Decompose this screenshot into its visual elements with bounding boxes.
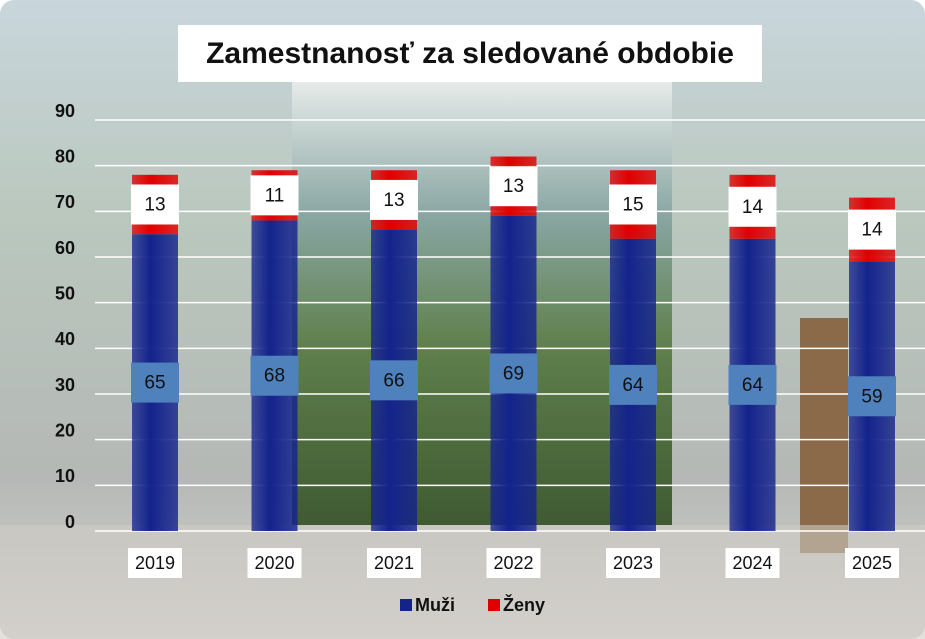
value-label-box [848,209,896,250]
x-tick-label: 2019 [135,553,175,573]
value-label-box [250,355,299,396]
y-tick-label: 10 [55,466,75,486]
x-tick-box [128,548,182,578]
value-label: 14 [861,220,883,241]
y-tick-label: 40 [55,329,75,349]
x-tick-label: 2022 [493,553,533,573]
value-label: 64 [622,375,644,396]
value-label: 68 [264,366,285,387]
y-tick-label: 0 [65,512,75,532]
value-label-box [489,166,538,207]
value-label: 14 [742,197,764,218]
value-label: 15 [622,194,643,215]
legend-marker [488,599,500,611]
x-tick-label: 2021 [374,553,414,573]
y-tick-label: 60 [55,238,75,258]
y-tick-label: 70 [55,192,75,212]
title-box [178,25,762,82]
background-floor [0,525,925,639]
value-label: 69 [503,363,524,384]
x-tick-box [247,548,302,578]
x-tick-label: 2023 [613,553,653,573]
value-label-box [609,364,657,405]
value-label: 13 [383,190,404,211]
x-tick-box [606,548,660,578]
y-tick-label: 80 [55,146,75,166]
value-label: 66 [383,370,404,391]
value-label: 59 [861,386,882,407]
y-tick-label: 30 [55,375,75,395]
x-tick-box [367,548,421,578]
x-tick-box [486,548,541,578]
value-label-box [609,184,657,225]
y-tick-label: 90 [55,101,75,121]
x-tick-box [845,548,899,578]
x-tick-box [725,548,780,578]
x-tick-label: 2024 [732,553,772,573]
value-label-box [131,362,179,403]
value-label-box [489,353,538,394]
value-label-box [728,186,777,227]
value-label: 11 [265,185,285,206]
chart-title: Zamestnanosť za sledované obdobie [206,37,734,70]
value-label: 13 [503,176,524,197]
background-stand [800,318,848,553]
legend-label: Muži [415,595,455,615]
value-label-box [370,179,418,220]
value-label: 64 [742,375,764,396]
x-tick-label: 2020 [254,553,294,573]
value-label-box [370,360,418,401]
legend-label: Ženy [503,594,545,615]
value-label-box [728,364,777,405]
value-label-box [131,184,179,225]
y-tick-label: 20 [55,420,75,440]
value-label-box [848,376,896,417]
value-label-box [250,175,299,216]
value-label: 65 [144,373,165,394]
x-tick-label: 2025 [852,553,892,573]
y-tick-label: 50 [55,283,75,303]
legend-marker [400,599,412,611]
value-label: 13 [144,194,165,215]
